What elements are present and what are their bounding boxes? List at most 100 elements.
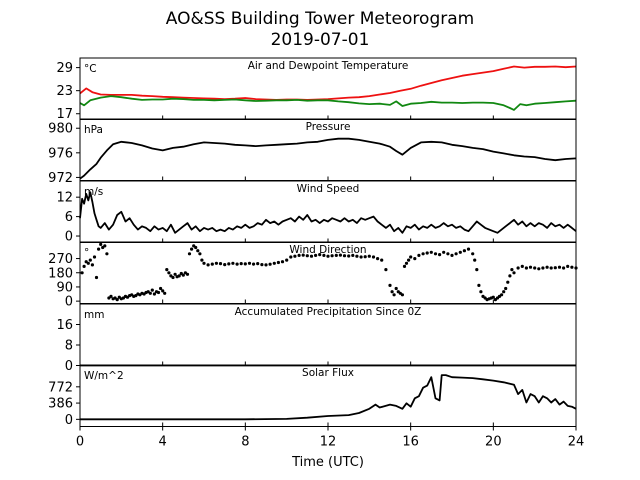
data-point <box>196 249 200 253</box>
data-point <box>347 254 351 258</box>
data-point <box>479 290 483 294</box>
data-point <box>421 252 425 256</box>
data-point <box>471 252 475 256</box>
data-point <box>413 257 417 261</box>
data-point <box>252 262 256 266</box>
data-point <box>541 266 545 270</box>
data-point <box>150 288 154 292</box>
data-point <box>293 254 297 258</box>
data-point <box>450 253 454 257</box>
data-point <box>524 266 529 270</box>
x-tick-label: 16 <box>402 435 419 450</box>
x-axis: 0 4 8 12 16 20 24 <box>76 426 585 450</box>
data-point <box>105 252 109 256</box>
x-tick-label: 20 <box>485 435 502 450</box>
data-point <box>115 298 119 302</box>
data-point <box>537 267 541 271</box>
data-point <box>491 295 495 299</box>
data-point <box>231 261 235 265</box>
data-point <box>88 258 92 262</box>
data-point <box>198 252 202 256</box>
data-point <box>553 266 557 270</box>
y-tick-label: 12 <box>56 191 73 206</box>
data-point <box>429 250 433 254</box>
data-point <box>97 247 101 251</box>
y-tick-label: 386 <box>48 397 73 412</box>
data-point <box>562 266 566 270</box>
data-point <box>466 247 471 251</box>
panel-title: Air and Dewpoint Temperature <box>248 60 409 72</box>
data-point <box>392 293 396 297</box>
data-point <box>82 264 86 268</box>
data-point <box>163 291 167 295</box>
panel-unit-label: °C <box>84 63 97 75</box>
y-tick-label: 976 <box>48 146 73 161</box>
data-point <box>99 242 103 246</box>
data-point <box>334 253 338 257</box>
data-point <box>402 264 407 268</box>
panel-title: Accumulated Precipitation Since 0Z <box>235 306 422 318</box>
data-point <box>80 271 84 275</box>
y-tick-label: 23 <box>56 84 73 99</box>
x-tick-label: 8 <box>241 435 249 450</box>
data-point <box>363 255 367 259</box>
y-tick-label: 29 <box>56 61 73 76</box>
data-point <box>190 247 194 251</box>
data-point <box>326 254 330 258</box>
panel-title: Pressure <box>306 121 351 133</box>
data-point <box>152 292 156 296</box>
data-point <box>528 265 533 269</box>
data-point <box>156 290 161 295</box>
series-line-solar-0 <box>80 374 577 421</box>
data-point <box>502 290 506 294</box>
data-point <box>297 253 301 257</box>
data-point <box>516 266 520 270</box>
data-point <box>214 261 218 265</box>
series-wind_direction-0 <box>80 242 578 302</box>
x-tick-label: 24 <box>568 435 585 450</box>
data-point <box>173 272 177 276</box>
data-point <box>462 249 466 253</box>
x-axis-title: Time (UTC) <box>291 455 364 470</box>
data-point <box>473 258 477 262</box>
data-point <box>243 262 247 266</box>
data-point <box>384 268 388 272</box>
series-line-temperature-0 <box>79 65 577 101</box>
data-point <box>388 283 392 287</box>
data-point <box>557 265 562 269</box>
data-point <box>475 268 479 272</box>
data-point <box>202 261 206 265</box>
data-point <box>264 263 268 267</box>
data-point <box>268 262 272 266</box>
data-point <box>103 244 107 248</box>
data-point <box>276 260 280 265</box>
panel-pressure: 972 976 980 hPa Pressure <box>48 118 577 186</box>
data-point <box>227 262 231 266</box>
data-point <box>506 280 510 284</box>
panel-title: Wind Direction <box>289 244 366 256</box>
y-tick-label: 270 <box>48 252 73 267</box>
data-point <box>148 291 152 295</box>
data-point <box>504 286 508 291</box>
data-point <box>260 263 264 267</box>
data-point <box>533 266 537 270</box>
data-point <box>309 254 314 258</box>
x-tick-label: 0 <box>76 435 84 450</box>
panel-unit-label: hPa <box>84 124 103 136</box>
y-tick-label: 0 <box>65 295 73 310</box>
y-tick-label: 772 <box>48 380 73 395</box>
data-point <box>510 268 514 272</box>
data-point <box>167 271 171 275</box>
panel-precipitation: 0 8 16 mm Accumulated Precipitation Since 0Z <box>56 303 577 374</box>
data-point <box>446 252 450 256</box>
data-point <box>194 245 198 250</box>
data-point <box>570 265 574 269</box>
data-point <box>330 254 334 258</box>
chart-subtitle: 2019-07-01 <box>271 30 370 50</box>
data-point <box>86 261 90 265</box>
y-tick-label: 180 <box>48 266 73 281</box>
data-point <box>159 286 163 291</box>
data-point <box>394 286 398 291</box>
